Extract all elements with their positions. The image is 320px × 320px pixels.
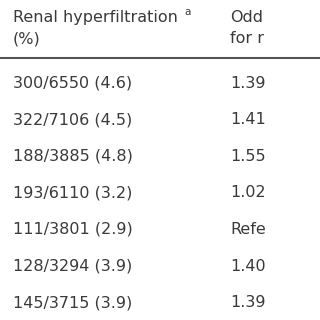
Text: Refe: Refe <box>230 222 266 237</box>
Text: 1.39: 1.39 <box>230 295 266 310</box>
Text: 188/3885 (4.8): 188/3885 (4.8) <box>13 149 133 164</box>
Text: 322/7106 (4.5): 322/7106 (4.5) <box>13 112 132 127</box>
Text: a: a <box>184 7 190 17</box>
Text: 111/3801 (2.9): 111/3801 (2.9) <box>13 222 132 237</box>
Text: 1.40: 1.40 <box>230 259 266 274</box>
Text: 193/6110 (3.2): 193/6110 (3.2) <box>13 185 132 200</box>
Text: 1.55: 1.55 <box>230 149 266 164</box>
Text: 300/6550 (4.6): 300/6550 (4.6) <box>13 76 132 91</box>
Text: 145/3715 (3.9): 145/3715 (3.9) <box>13 295 132 310</box>
Text: 1.41: 1.41 <box>230 112 266 127</box>
Text: 1.39: 1.39 <box>230 76 266 91</box>
Text: 1.02: 1.02 <box>230 185 266 200</box>
Text: Odd: Odd <box>230 10 263 25</box>
Text: Renal hyperfiltration: Renal hyperfiltration <box>13 10 178 25</box>
Text: (%): (%) <box>13 31 41 46</box>
Text: 128/3294 (3.9): 128/3294 (3.9) <box>13 259 132 274</box>
Text: for r: for r <box>230 31 264 46</box>
